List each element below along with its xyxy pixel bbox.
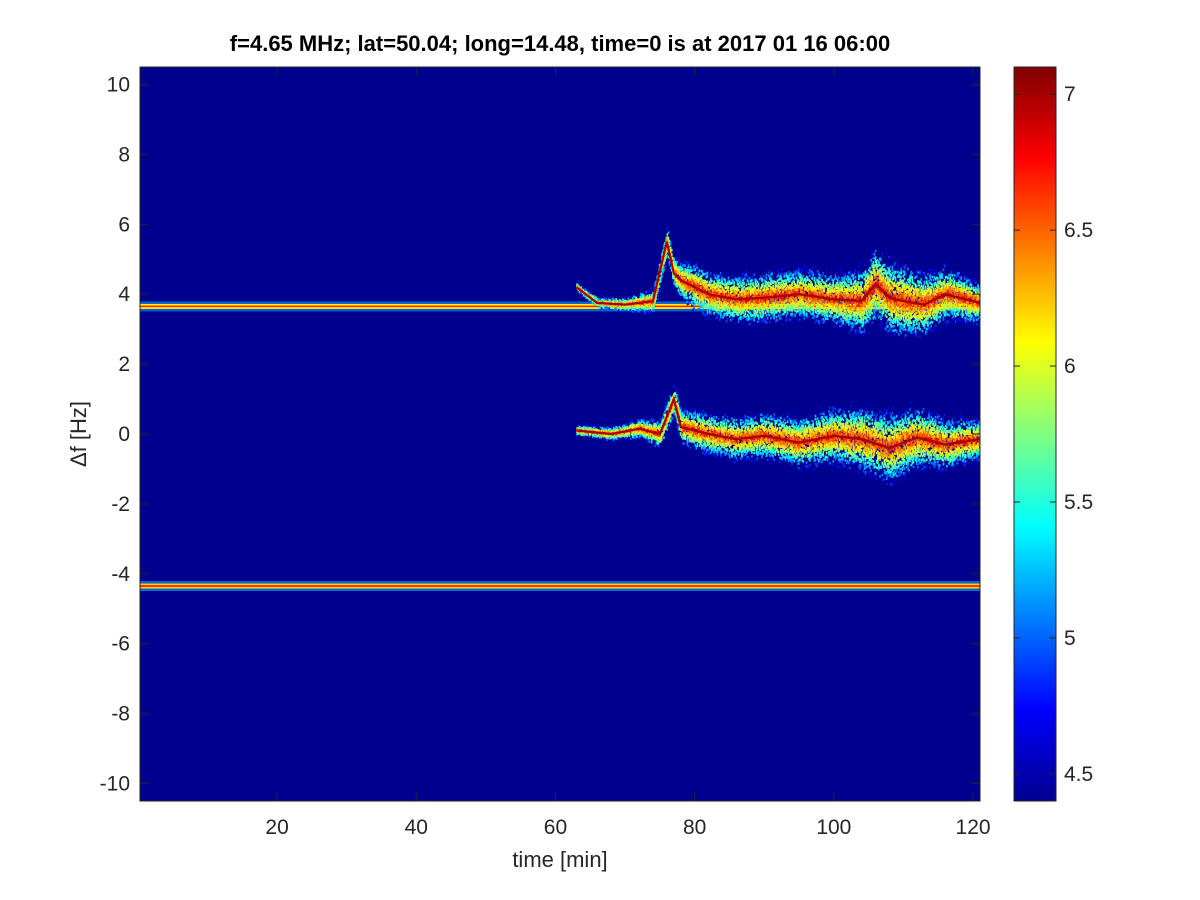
y-tick-label--2: -2 (111, 493, 130, 516)
x-tick-label-80: 80 (683, 816, 706, 839)
y-tick-label-0: 0 (118, 423, 130, 446)
colorbar-tick-label-5.5: 5.5 (1064, 491, 1093, 514)
y-axis: 10 8 6 4 2 0 -2 -4 -6 -8 -10 (100, 73, 980, 796)
y-tick-label-10: 10 (107, 73, 130, 96)
x-tick-label-20: 20 (265, 816, 288, 839)
x-tick-label-40: 40 (405, 816, 428, 839)
y-tick-label-6: 6 (118, 213, 130, 236)
colorbar-tick-label-7: 7 (1064, 83, 1076, 106)
y-tick-label--8: -8 (111, 703, 130, 726)
ridge-line-0 (575, 241, 980, 306)
colorbar-tick-label-6.5: 6.5 (1064, 219, 1093, 242)
x-axis-label: time [min] (512, 847, 607, 872)
colorbar-tick-label-5: 5 (1064, 627, 1076, 650)
ridge-0 (575, 227, 980, 340)
y-tick-label--4: -4 (111, 563, 130, 586)
chart-title: f=4.65 MHz; lat=50.04; long=14.48, time=… (230, 31, 890, 56)
colorbar-ticks: 4.5 5 5.5 6 6.5 7 (1014, 83, 1093, 786)
y-tick-label-4: 4 (118, 283, 130, 306)
x-axis: 20 40 60 80 100 120 (265, 67, 991, 839)
heatmap-layer (140, 227, 980, 592)
x-tick-label-60: 60 (544, 816, 567, 839)
x-tick-label-100: 100 (816, 816, 851, 839)
ridge-1 (576, 385, 980, 486)
colorbar-gradient (1013, 66, 1057, 802)
colorbar-tick-label-6: 6 (1064, 355, 1076, 378)
x-tick-label-120: 120 (956, 816, 991, 839)
plot-area (139, 66, 981, 802)
y-tick-label-8: 8 (118, 143, 130, 166)
colorbar: 4.5 5 5.5 6 6.5 7 (1013, 66, 1093, 802)
y-tick-label--10: -10 (100, 773, 130, 796)
ridge-line-1 (576, 395, 980, 450)
y-tick-label--6: -6 (111, 633, 130, 656)
colorbar-tick-label-4.5: 4.5 (1064, 763, 1093, 786)
y-axis-label: Δf [Hz] (66, 401, 91, 467)
y-tick-label-2: 2 (118, 353, 130, 376)
